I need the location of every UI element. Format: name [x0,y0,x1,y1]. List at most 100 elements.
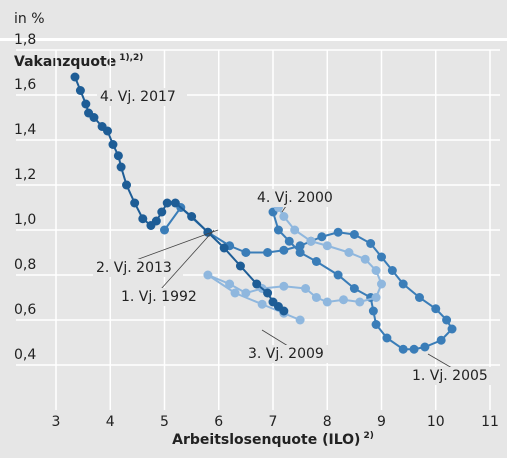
point [295,315,305,325]
point [279,212,289,221]
point [355,297,365,307]
point [122,180,132,190]
point [360,254,370,264]
y-tick-label: 1,2 [14,167,36,183]
point [371,320,381,329]
point [382,333,392,343]
leader-line [135,229,219,261]
y-label-main: Vakanzquote [14,54,116,70]
point [317,232,327,242]
point [284,236,294,246]
point [349,230,359,239]
header: in % [14,11,45,27]
point [203,270,213,280]
point [349,284,359,293]
y-label-note: 1),2) [119,53,143,63]
annotation-bg [409,367,499,385]
point [219,243,229,253]
point [263,288,273,298]
point [268,297,278,307]
point [306,236,316,246]
annotation-bg [245,345,335,363]
x-tick-label: 7 [269,414,278,430]
point [81,99,91,109]
point [377,252,386,262]
point [241,248,251,257]
point [279,281,289,291]
annotation: 2. Vj. 2013 [96,260,172,276]
point [113,151,123,161]
point [84,108,94,118]
point [273,225,283,235]
annotation: 3. Vj. 2009 [248,346,324,362]
annotation-bg [118,288,208,306]
point [409,344,419,354]
point [344,248,354,257]
x-label: Arbeitslosenquote (ILO) 2) [172,431,374,449]
point [187,212,197,221]
point [279,245,289,255]
point [170,198,180,208]
y-tick-label: 0,6 [14,302,36,318]
point [138,214,148,224]
point [257,299,267,309]
point [366,239,376,248]
point [398,279,408,289]
y-tick-label: 1,4 [14,122,36,138]
point [333,270,343,280]
point [339,295,349,305]
x-tick-label: 10 [427,414,445,430]
point [333,227,343,237]
y-tick-label: 1,0 [14,212,36,228]
point [371,293,381,302]
header-band [0,0,507,38]
annotation: 4. Vj. 2017 [100,89,176,105]
annotation: 1. Vj. 1992 [121,289,197,305]
point [371,266,381,275]
leader-line [160,229,215,290]
y-tick-label: 0,4 [14,347,36,363]
x-tick-label: 6 [214,414,223,430]
point [398,344,408,354]
point [290,225,300,235]
annotation-bg [93,259,183,277]
point [295,248,305,257]
point [97,122,107,131]
x-tick-label: 11 [481,414,499,430]
point [414,293,424,302]
point [162,198,172,208]
x-tick-label: 8 [323,414,332,430]
point [130,198,140,208]
y-tick-label: 1,8 [14,32,36,48]
x-tick-label: 5 [160,414,169,430]
y-tick-label: 1,6 [14,77,36,93]
y-tick-label: 0,8 [14,257,36,273]
point [377,279,386,289]
chart-band [0,41,507,458]
point [116,162,126,172]
annotation-bg [254,189,344,207]
x-label-note: 2) [363,431,373,441]
point [436,335,446,345]
point [311,257,321,266]
point [442,315,452,325]
point [108,140,118,149]
x-tick-label: 3 [52,414,61,430]
leader-line [261,329,289,347]
point [301,284,311,293]
annotation: 4. Vj. 2000 [257,190,333,206]
point [368,306,378,316]
point [311,293,321,302]
annotation-bg [97,88,187,106]
leader-line [427,353,453,369]
point [160,225,169,235]
point [225,279,235,289]
point [322,241,332,251]
point [295,241,305,251]
x-label-main: Arbeitslosenquote (ILO) [172,432,360,448]
point [70,72,80,82]
point [322,297,332,307]
y-label: Vakanzquote 1),2) [14,53,143,71]
x-tick-label: 9 [377,414,386,430]
